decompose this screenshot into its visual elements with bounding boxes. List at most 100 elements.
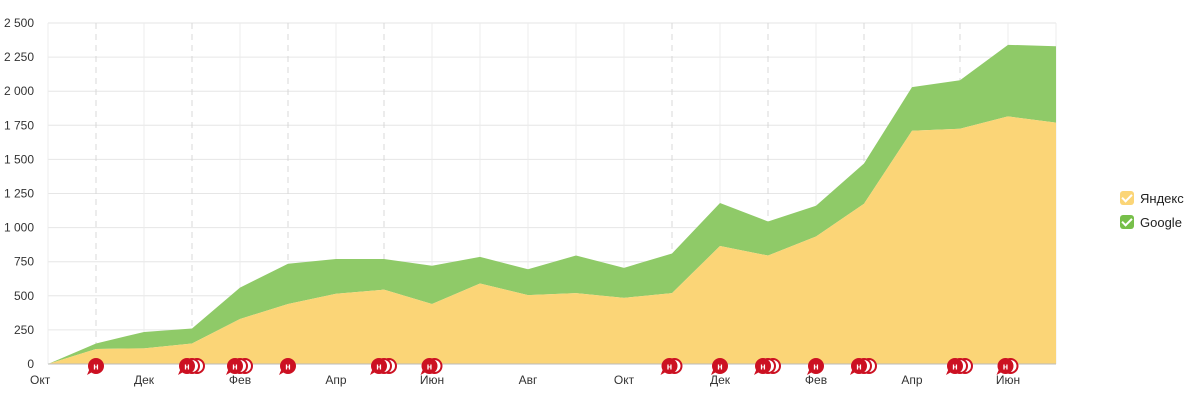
- data-point-google: [1006, 43, 1010, 47]
- data-point-yandex: [814, 234, 818, 238]
- x-tick-label: Окт: [30, 373, 51, 387]
- data-point-google: [574, 254, 578, 258]
- news-marker-icon[interactable]: н: [711, 358, 728, 375]
- data-point-yandex: [190, 342, 194, 346]
- data-point-yandex: [670, 291, 674, 295]
- news-marker-icon[interactable]: н: [754, 358, 781, 375]
- marker-letter: н: [717, 362, 722, 372]
- marker-tail: [279, 368, 286, 375]
- data-point-yandex: [574, 291, 578, 295]
- data-point-yandex: [1006, 114, 1010, 118]
- marker-bubble: [808, 358, 824, 374]
- marker-tail: [996, 368, 1004, 375]
- marker-letter: н: [813, 362, 818, 372]
- y-tick-label: 1 500: [4, 152, 34, 166]
- data-point-yandex: [142, 346, 146, 350]
- data-point-yandex: [910, 129, 914, 133]
- data-point-yandex: [286, 302, 290, 306]
- legend-label-yandex: Яндекс: [1140, 190, 1184, 206]
- marker-tail: [87, 368, 94, 375]
- marker-bubble: [661, 358, 678, 374]
- grid: [47, 22, 1057, 365]
- data-point-google: [670, 252, 674, 256]
- news-marker-icon[interactable]: н: [226, 358, 253, 375]
- marker-bubble: [851, 358, 867, 374]
- news-marker-icon[interactable]: н: [370, 358, 397, 375]
- legend-label-google: Google: [1140, 214, 1182, 230]
- marker-bubble: [88, 358, 104, 374]
- y-tick-label: 0: [27, 357, 34, 371]
- data-point-google: [238, 286, 242, 290]
- marker-letter: н: [427, 362, 432, 372]
- marker-bubble: [179, 358, 195, 374]
- legend-item-google[interactable]: Google: [1120, 210, 1184, 234]
- x-tick-label: Дек: [134, 373, 155, 387]
- y-tick-label: 2 500: [4, 16, 34, 30]
- data-point-yandex: [1054, 121, 1058, 125]
- x-tick-label: Дек: [710, 373, 731, 387]
- data-point-yandex: [478, 282, 482, 286]
- marker-tail: [754, 368, 761, 375]
- marker-tail: [711, 368, 718, 375]
- data-point-google: [430, 264, 434, 268]
- y-tick-label: 1 000: [4, 221, 34, 235]
- legend-item-yandex[interactable]: Яндекс: [1120, 186, 1184, 210]
- y-tick-label: 2 250: [4, 50, 34, 64]
- data-point-yandex: [526, 293, 530, 297]
- marker-bubble: [997, 358, 1014, 374]
- marker-bubble: [947, 358, 963, 374]
- data-point-google: [958, 78, 962, 82]
- y-tick-label: 250: [14, 323, 34, 337]
- data-point-yandex: [862, 202, 866, 206]
- marker-tail: [226, 368, 233, 375]
- news-marker-icon[interactable]: н: [279, 358, 296, 375]
- marker-letter: н: [376, 362, 381, 372]
- marker-letter: н: [93, 362, 98, 372]
- marker-tail: [807, 368, 814, 375]
- marker-tail: [850, 368, 857, 375]
- data-point-google: [766, 219, 770, 223]
- marker-tail: [178, 368, 185, 375]
- y-tick-label: 1 250: [4, 187, 34, 201]
- x-tick-label: Окт: [614, 373, 635, 387]
- marker-tail: [370, 368, 377, 375]
- legend-checkbox-google[interactable]: [1120, 215, 1134, 229]
- news-marker-icon[interactable]: н: [807, 358, 824, 375]
- news-marker-icon[interactable]: н: [996, 358, 1019, 375]
- data-point-google: [190, 327, 194, 331]
- data-point-yandex: [718, 244, 722, 248]
- marker-letter: н: [760, 362, 765, 372]
- marker-tail: [660, 368, 668, 375]
- marker-letter: н: [952, 362, 957, 372]
- data-point-yandex: [766, 254, 770, 258]
- news-marker-icon[interactable]: н: [87, 358, 104, 375]
- marker-letter: н: [184, 362, 189, 372]
- news-marker-icon[interactable]: н: [850, 358, 877, 375]
- news-marker-icon[interactable]: н: [420, 358, 443, 375]
- x-tick-label: Июн: [996, 373, 1020, 387]
- news-marker-icon[interactable]: н: [946, 358, 973, 375]
- data-point-yandex: [430, 302, 434, 306]
- y-tick-label: 2 000: [4, 84, 34, 98]
- data-point-yandex: [334, 292, 338, 296]
- data-point-yandex: [382, 288, 386, 292]
- marker-tail: [946, 368, 953, 375]
- news-marker-icon[interactable]: н: [178, 358, 205, 375]
- legend-checkbox-yandex[interactable]: [1120, 191, 1134, 205]
- data-point-google: [1054, 44, 1058, 48]
- y-tick-label: 1 750: [4, 118, 34, 132]
- x-tick-label: Фев: [229, 373, 251, 387]
- marker-letter: н: [667, 362, 672, 372]
- marker-bubble: [712, 358, 728, 374]
- marker-bubble: [227, 358, 243, 374]
- data-point-yandex: [94, 347, 98, 351]
- x-tick-label: Авг: [519, 373, 538, 387]
- news-marker-icon[interactable]: н: [660, 358, 683, 375]
- marker-bubble: [280, 358, 296, 374]
- data-point-google: [478, 255, 482, 259]
- x-tick-label: Июн: [420, 373, 444, 387]
- data-point-google: [814, 204, 818, 208]
- data-point-google: [142, 330, 146, 334]
- x-tick-label: Апр: [325, 373, 347, 387]
